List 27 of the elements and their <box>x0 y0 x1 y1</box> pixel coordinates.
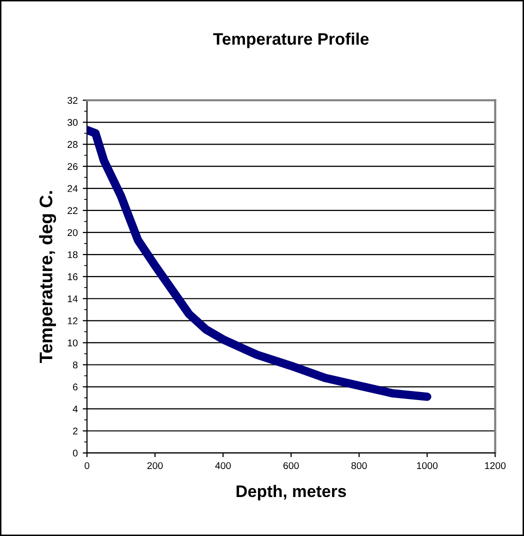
y-tick-label: 2 <box>73 428 78 434</box>
x-tick-label: 800 <box>351 462 367 470</box>
y-tick-label: 16 <box>68 273 78 280</box>
y-tick-label: 8 <box>72 361 78 368</box>
y-tick-label: 30 <box>68 119 78 126</box>
x-tick-label: 1200 <box>485 462 506 470</box>
y-tick-label: 6 <box>73 384 78 390</box>
y-tick-label: 18 <box>68 251 78 258</box>
y-tick-label: 10 <box>68 339 78 346</box>
y-tick-label: 28 <box>68 141 78 148</box>
y-tick-label: 0 <box>72 450 78 457</box>
x-tick-label: 600 <box>283 462 299 470</box>
y-tick-label: 24 <box>68 185 78 192</box>
x-tick-label: 0 <box>84 462 90 470</box>
y-axis-title: Temperature, deg C. <box>39 191 56 363</box>
chart-title: Temperature Profile <box>213 32 369 48</box>
y-tick-label: 20 <box>68 229 78 236</box>
y-tick-label: 22 <box>68 207 78 214</box>
x-tick-label: 200 <box>147 462 163 470</box>
y-tick-label: 4 <box>72 406 78 412</box>
x-tick-label: 1000 <box>417 462 438 470</box>
x-axis-title: Depth, meters <box>236 484 346 500</box>
y-tick-label: 26 <box>68 163 78 170</box>
y-tick-label: 32 <box>68 96 78 104</box>
x-tick-label: 400 <box>215 462 231 470</box>
y-tick-label: 12 <box>68 317 78 324</box>
y-tick-label: 14 <box>68 295 78 302</box>
